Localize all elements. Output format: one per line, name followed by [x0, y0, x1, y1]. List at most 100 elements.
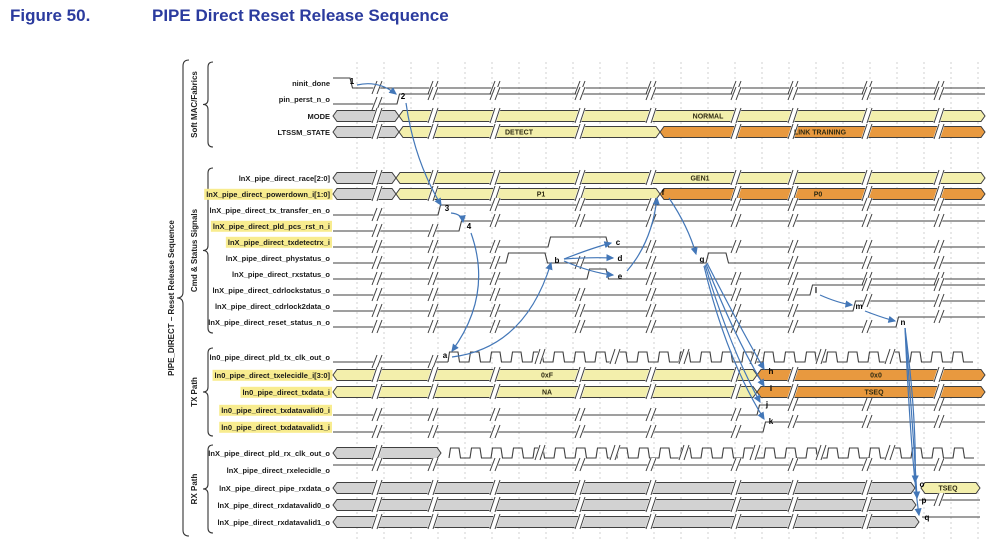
signal-lnx-pipe-direct-pld-rx-clk-out-o: lnX_pipe_direct_pld_rx_clk_out_o — [208, 444, 974, 461]
signal-label: lnX_pipe_direct_pld_pcs_rst_n_i — [213, 222, 330, 231]
signal-label: ln0_pipe_direct_txdata_i — [242, 388, 330, 397]
group-label: Soft MAC/Fabrics — [190, 71, 199, 138]
signal-ltssm-state: LTSSM_STATE DETECT LINK TRAINING — [278, 123, 986, 140]
signal-ln0-pipe-direct-txdata-i: ln0_pipe_direct_txdata_i NA TSEQ — [240, 383, 986, 400]
bus-segment — [332, 516, 920, 528]
signal-lnx-pipe-direct-rxstatus-o: lnX_pipe_direct_rxstatus_o — [232, 268, 985, 286]
bus-segment — [659, 126, 986, 138]
flow-arrow — [563, 254, 615, 262]
bus-value-label: DETECT — [505, 130, 534, 137]
group-label: PIPE_DIRECT – Reset Release Sequence — [167, 220, 176, 376]
waveform-line — [333, 93, 985, 105]
marker-h: h — [769, 367, 774, 376]
signal-label: ln0_pipe_direct_txelecidle_i[3:0] — [215, 371, 331, 380]
signal-lnx-pipe-direct-phystatus-o: lnX_pipe_direct_phystatus_o — [226, 252, 985, 270]
bus-value-label: NORMAL — [693, 114, 724, 121]
bus-segment — [332, 110, 400, 122]
signal-label: lnX_pipe_direct_rxdatavalid0_o — [217, 501, 330, 510]
signal-label: pin_perst_n_o — [279, 95, 331, 104]
sequence-arrows — [356, 83, 922, 517]
flow-arrow — [703, 265, 765, 421]
flow-arrow — [450, 212, 466, 224]
flow-arrow — [451, 261, 553, 358]
signal-mode: MODE NORMAL — [308, 107, 986, 124]
signal-label: MODE — [308, 112, 331, 121]
figure-number: Figure 50. — [10, 6, 91, 25]
waveform-clock — [447, 351, 973, 363]
group-label: Cmd & Status Signals — [190, 208, 199, 292]
marker-2: 2 — [401, 92, 406, 101]
marker-g: g — [700, 255, 705, 264]
signal-label: ninit_done — [292, 79, 330, 88]
bus-value-label: P0 — [814, 192, 823, 199]
signal-label: lnX_pipe_direct_rxdatavalid1_o — [217, 518, 330, 527]
bus-segment — [332, 482, 916, 494]
waveform-line — [333, 77, 985, 89]
group-label: RX Path — [190, 474, 199, 505]
signal-label-highlight — [219, 404, 332, 416]
flow-arrow — [668, 197, 698, 256]
signal-ln0-pipe-direct-txdatavalid1-i: ln0_pipe_direct_txdatavalid1_i — [219, 414, 985, 439]
flow-arrow — [451, 232, 480, 352]
marker-p: p — [922, 496, 927, 505]
bus-value-label: GEN1 — [690, 176, 709, 183]
signal-lnx-pipe-direct-rxdatavalid1-o: lnX_pipe_direct_rxdatavalid1_o — [217, 513, 980, 530]
marker-3: 3 — [445, 204, 450, 213]
marker-b: b — [555, 256, 560, 265]
flow-arrow — [563, 260, 615, 278]
flow-arrow — [904, 327, 921, 500]
signal-label: lnX_pipe_direct_reset_status_n_o — [208, 318, 330, 327]
signal-label: lnX_pipe_direct_race[2:0] — [239, 174, 331, 183]
signal-pin-perst-n-o: pin_perst_n_o — [279, 86, 985, 111]
flow-arrow — [563, 241, 613, 260]
marker-o: o — [920, 480, 925, 489]
marker-d: d — [618, 254, 623, 263]
bus-value-label: 0xF — [541, 373, 554, 380]
bus-value-label: TSEQ — [938, 486, 958, 493]
signal-lnx-pipe-direct-powerdown-i-1-0: lnX_pipe_direct_powerdown_i[1:0] P1 P0 — [204, 185, 986, 202]
signal-label: lnX_pipe_direct_pipe_rxdata_o — [219, 484, 330, 493]
bus-segment — [920, 482, 981, 494]
bus-value-label: NA — [542, 390, 552, 397]
bus-segment — [332, 188, 397, 200]
signal-label-highlight — [219, 421, 332, 433]
signal-label: lnX_pipe_direct_phystatus_o — [226, 254, 331, 263]
signal-label: lnX_pipe_direct_cdrlock2data_o — [215, 302, 330, 311]
bus-segment — [659, 188, 986, 200]
bus-segment — [398, 110, 986, 122]
signal-label: lnX_pipe_direct_rxstatus_o — [232, 270, 330, 279]
bus-segment — [332, 447, 442, 459]
signal-lnx-pipe-direct-cdrlockstatus-o: lnX_pipe_direct_cdrlockstatus_o — [212, 277, 985, 302]
signal-lnx-pipe-direct-pld-pcs-rst-n-i: lnX_pipe_direct_pld_pcs_rst_n_i — [210, 213, 985, 238]
signal-label: lnX_pipe_direct_rxelecidle_o — [227, 466, 331, 475]
waveform-line — [333, 300, 985, 312]
signal-ninit-done: ninit_done — [292, 77, 985, 95]
signal-label: lnX_pipe_direct_powerdown_i[1:0] — [206, 190, 330, 199]
signal-label-highlight — [225, 236, 332, 248]
signal-label-highlight — [204, 188, 333, 200]
marker-e: e — [618, 272, 623, 281]
marker-k: k — [769, 417, 774, 426]
signal-label: lnX_pipe_direct_txdetectrx_i — [228, 238, 330, 247]
flow-arrow — [405, 102, 442, 207]
bus-segment — [332, 126, 400, 138]
group-brace — [202, 61, 214, 148]
signal-lnx-pipe-direct-cdrlock2data-o: lnX_pipe_direct_cdrlock2data_o — [215, 293, 985, 318]
signal-lnx-pipe-direct-reset-status-n-o: lnX_pipe_direct_reset_status_n_o — [208, 309, 985, 334]
signal-label: ln0_pipe_direct_txdatavalid1_i — [221, 423, 330, 432]
bus-value-label: 0x0 — [870, 373, 882, 380]
signal-label: lnX_pipe_direct_pld_rx_clk_out_o — [208, 449, 330, 458]
group-brace — [202, 167, 214, 334]
marker-c: c — [616, 238, 621, 247]
signal-lnx-pipe-direct-tx-transfer-en-o: lnX_pipe_direct_tx_transfer_en_o — [210, 197, 985, 222]
waveform-line — [333, 252, 985, 264]
signal-ln0-pipe-direct-pld-tx-clk-out-o: ln0_pipe_direct_pld_tx_clk_out_o — [210, 348, 973, 369]
bus-value-label: TSEQ — [864, 390, 884, 397]
signal-lnx-pipe-direct-rxdatavalid0-o: lnX_pipe_direct_rxdatavalid0_o — [217, 492, 980, 513]
waveform-line — [333, 268, 985, 280]
marker-i: i — [770, 384, 772, 393]
marker-a: a — [443, 351, 448, 360]
marker-q: q — [925, 513, 930, 522]
